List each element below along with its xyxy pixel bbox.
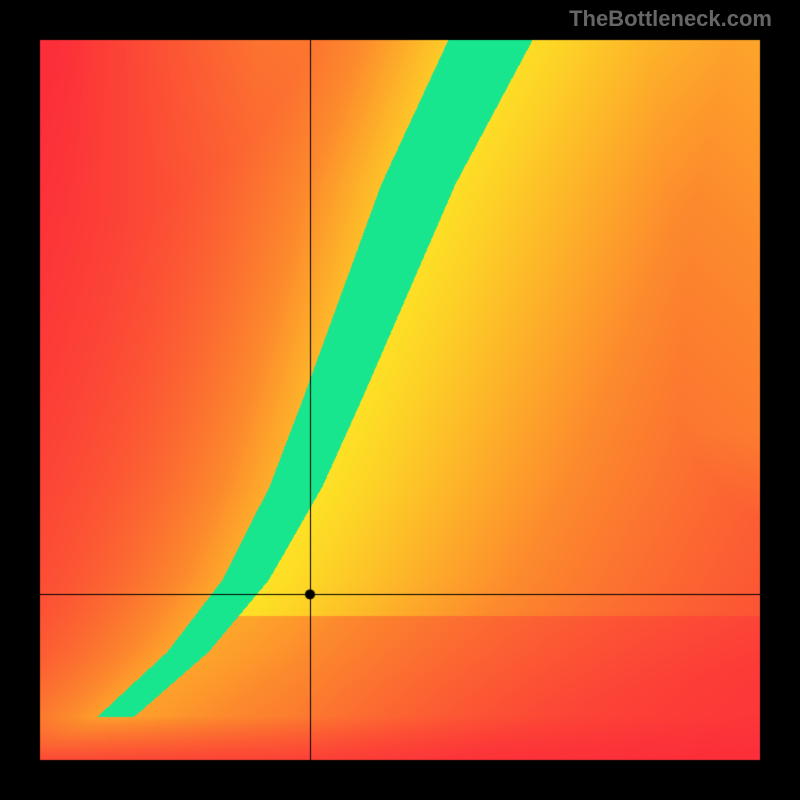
heatmap-canvas xyxy=(0,0,800,800)
chart-container: TheBottleneck.com xyxy=(0,0,800,800)
watermark-text: TheBottleneck.com xyxy=(569,6,772,32)
